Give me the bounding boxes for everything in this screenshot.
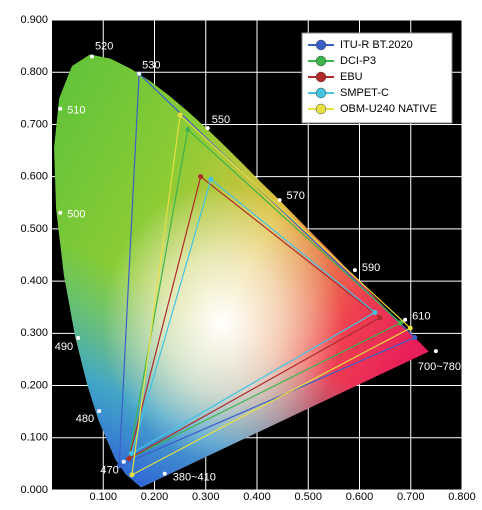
legend-marker	[315, 55, 327, 67]
wavelength-label: 470	[100, 465, 118, 477]
legend-label: OBM-U240 NATIVE	[340, 103, 437, 115]
gamut-vertex	[412, 335, 418, 341]
gamut-vertex	[198, 174, 204, 180]
x-tick-label: 0.500	[294, 491, 322, 503]
y-tick-label: 0.900	[20, 14, 48, 26]
wavelength-point	[205, 126, 210, 131]
y-tick-label: 0.800	[20, 66, 48, 78]
wavelength-label: 570	[287, 190, 305, 202]
gamut-triangle	[127, 175, 382, 460]
wavelength-point	[89, 54, 94, 59]
gamut-vertex	[185, 127, 191, 133]
gamut-vertex	[126, 456, 132, 462]
y-tick-label: 0.000	[20, 484, 48, 496]
wavelength-point	[97, 409, 102, 414]
legend-label: EBU	[340, 71, 363, 83]
wavelength-label: 700~780	[418, 361, 461, 373]
wavelength-label: 380~410	[173, 472, 216, 484]
axes: 0.100 0.200 0.300 0.400 0.500 0.600 0.700 0.800…	[20, 14, 475, 503]
y-tick-label: 0.700	[20, 118, 48, 130]
y-tick-label: 0.100	[20, 432, 48, 444]
x-tick-label: 0.600	[346, 491, 374, 503]
gamut-vertex	[372, 309, 378, 315]
wavelength-label: 490	[55, 341, 73, 353]
gamut-triangle	[118, 72, 416, 467]
legend-marker	[315, 103, 327, 115]
gamut-vertex	[116, 463, 122, 469]
gamuts	[116, 71, 418, 478]
wavelength-point	[121, 459, 126, 464]
x-tick-label: 0.100	[89, 491, 117, 503]
wavelength-label: 510	[67, 105, 85, 117]
y-tick-label: 0.600	[20, 171, 48, 183]
wavelength-point	[352, 268, 357, 273]
wavelength-point	[58, 210, 63, 215]
x-tick-label: 0.800	[448, 491, 476, 503]
x-tick-label: 0.300	[192, 491, 220, 503]
wavelength-label: 500	[67, 209, 85, 221]
gamut-vertex	[129, 472, 135, 478]
wavelength-point	[76, 336, 81, 341]
wavelength-points: 380~410 470 480 490 500 510 520 530 550 570 590 610…	[55, 40, 461, 483]
y-tick-label: 0.200	[20, 379, 48, 391]
wavelength-point	[277, 198, 282, 203]
y-tick-label: 0.300	[20, 327, 48, 339]
legend-label: SMPET-C	[340, 87, 389, 99]
wavelength-point	[403, 317, 408, 322]
wavelength-point	[137, 71, 142, 76]
wavelength-label: 590	[362, 262, 380, 274]
spectral-locus	[54, 54, 429, 488]
legend: ITU-R BT.2020 DCI-P3 EBU SMPET-C OBM-U240 NA…	[301, 32, 453, 124]
wavelength-point	[58, 106, 63, 111]
gamut-triangle	[128, 128, 402, 460]
wavelength-point	[162, 471, 167, 476]
gamut-triangle	[131, 113, 412, 476]
wavelength-point	[433, 349, 438, 354]
gamut-vertex	[377, 315, 383, 321]
wavelength-label: 610	[412, 311, 430, 323]
legend-marker	[315, 87, 327, 99]
x-tick-label: 0.200	[141, 491, 169, 503]
legend-label: DCI-P3	[340, 55, 376, 67]
x-tick-label: 0.400	[243, 491, 271, 503]
gamut-triangle	[130, 178, 376, 455]
wavelength-label: 550	[212, 114, 230, 126]
legend-marker	[315, 71, 327, 83]
y-tick-label: 0.400	[20, 275, 48, 287]
legend-marker	[315, 39, 327, 51]
wavelength-label: 530	[142, 60, 160, 72]
wavelength-label: 520	[95, 40, 113, 52]
x-tick-label: 0.700	[397, 491, 425, 503]
wavelength-label: 480	[76, 413, 94, 425]
gamut-vertex	[407, 325, 413, 331]
gamut-vertex	[128, 450, 134, 456]
legend-label: ITU-R BT.2020	[340, 39, 413, 51]
gamut-vertex	[177, 112, 183, 118]
locus	[54, 54, 429, 488]
y-tick-label: 0.500	[20, 223, 48, 235]
gamut-vertex	[398, 320, 403, 326]
gamut-vertex	[208, 176, 214, 182]
